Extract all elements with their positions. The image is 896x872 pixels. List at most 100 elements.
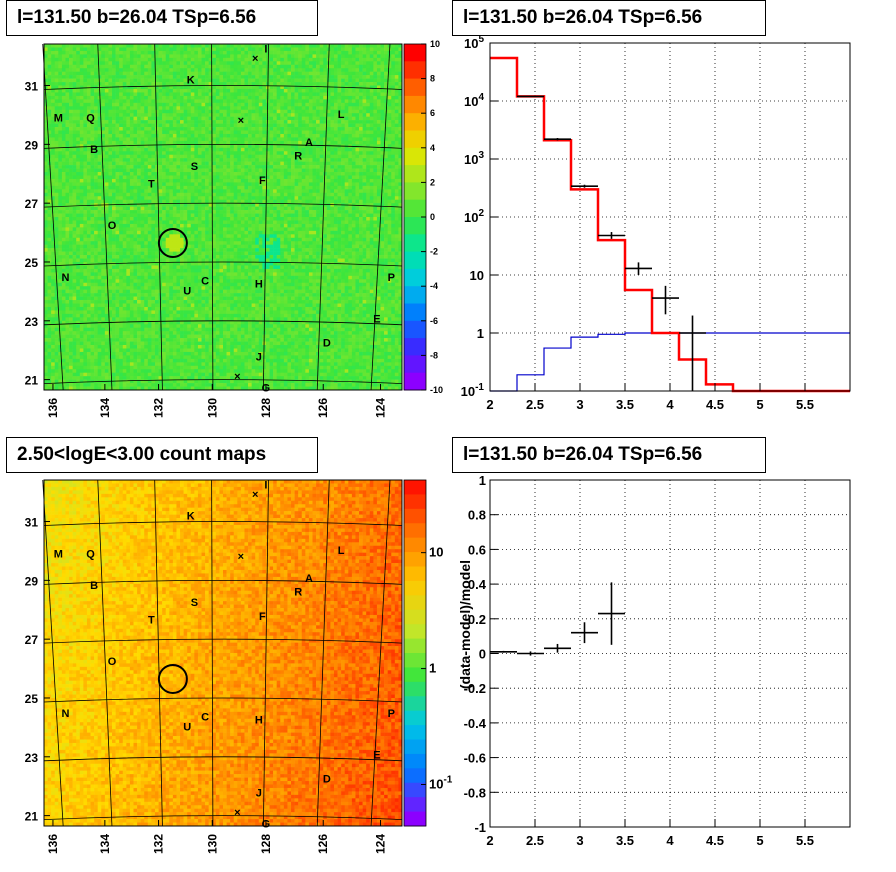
y-tick-label: 31	[25, 80, 39, 94]
map-panel-0	[43, 44, 426, 391]
x-tick-label: 124	[374, 398, 388, 418]
source-label-S: S	[191, 161, 198, 173]
data-point	[625, 262, 652, 275]
y-tick-label: 23	[25, 751, 39, 765]
y-tick-label: 1	[477, 326, 484, 341]
cross-marker: ×	[238, 551, 244, 563]
y-tick-label: 27	[25, 197, 39, 211]
map-pixels	[44, 44, 402, 390]
colorbar-tick-label: 10	[430, 39, 440, 49]
source-label-M: M	[54, 113, 63, 125]
colorbar-tick-label: -4	[430, 281, 438, 291]
x-tick-label: 3	[576, 397, 583, 412]
bottom-left-title: 2.50<logE<3.00 count maps	[6, 437, 318, 473]
y-tick-label: 25	[25, 692, 39, 706]
x-tick-label: 4	[666, 833, 674, 848]
y-tick-label: 102	[464, 208, 484, 225]
source-label-M: M	[54, 549, 63, 561]
x-tick-label: 5	[756, 833, 763, 848]
map-pixels	[44, 480, 402, 826]
colorbar-tick-label: -2	[430, 247, 438, 257]
y-tick-label: 1	[479, 473, 486, 488]
cross-marker: ×	[234, 807, 240, 819]
source-label-C: C	[201, 275, 209, 287]
top-right-title: l=131.50 b=26.04 TSp=6.56	[452, 0, 766, 36]
source-label-R: R	[294, 151, 302, 163]
colorbar-tick-label: 10-1	[429, 774, 453, 791]
source-label-D: D	[323, 774, 331, 786]
source-label-Q: Q	[86, 549, 95, 561]
source-label-K: K	[187, 75, 195, 87]
x-tick-label: 130	[205, 834, 219, 854]
y-tick-label: 104	[464, 92, 484, 109]
x-tick-label: 136	[46, 834, 60, 854]
y-tick-label: -0.8	[464, 785, 486, 800]
source-label-G: G	[262, 819, 271, 831]
y-tick-label: 10	[470, 268, 484, 283]
source-label-C: C	[201, 711, 209, 723]
map-panel-2	[43, 480, 426, 827]
source-label-F: F	[259, 611, 266, 623]
source-label-I: I	[264, 43, 267, 55]
x-tick-label: 136	[46, 398, 60, 418]
source-label-P: P	[388, 272, 395, 284]
cross-marker: ×	[234, 371, 240, 383]
cross-marker: ×	[238, 115, 244, 127]
source-label-G: G	[262, 383, 271, 395]
source-label-O: O	[108, 656, 117, 668]
y-tick-label: 105	[464, 34, 484, 51]
x-tick-label: 2	[486, 397, 493, 412]
source-label-B: B	[90, 580, 98, 592]
source-label-U: U	[183, 722, 191, 734]
data-point	[598, 582, 625, 644]
data-point	[517, 651, 544, 655]
y-tick-label: 0.8	[468, 508, 486, 523]
x-tick-label: 2.5	[526, 833, 544, 848]
x-tick-label: 134	[98, 834, 112, 854]
x-tick-label: 4.5	[706, 397, 724, 412]
y-tick-label: -0.6	[464, 751, 486, 766]
x-tick-label: 2	[486, 833, 493, 848]
y-axis-label: (data-model)/model	[457, 560, 473, 689]
y-tick-label: 21	[25, 374, 39, 388]
x-tick-label: 5.5	[796, 833, 814, 848]
source-label-I: I	[264, 479, 267, 491]
source-label-S: S	[191, 597, 198, 609]
data-point	[571, 185, 598, 188]
x-tick-label: 130	[205, 398, 219, 418]
source-label-R: R	[294, 587, 302, 599]
source-label-T: T	[148, 614, 155, 626]
x-tick-label: 2.5	[526, 397, 544, 412]
source-label-E: E	[373, 313, 380, 325]
y-tick-label: 31	[25, 516, 39, 530]
colorbar	[404, 480, 426, 827]
source-label-L: L	[338, 109, 345, 121]
x-tick-label: 4.5	[706, 833, 724, 848]
y-tick-label: 23	[25, 315, 39, 329]
source-label-J: J	[256, 787, 262, 799]
data-point	[652, 286, 679, 314]
x-tick-label: 132	[152, 398, 166, 418]
data-point	[679, 316, 706, 391]
data-point	[598, 232, 625, 239]
colorbar-tick-label: 6	[430, 108, 435, 118]
source-label-H: H	[255, 715, 263, 727]
bottom-right-title: l=131.50 b=26.04 TSp=6.56	[452, 437, 766, 473]
colorbar-tick-label: -10	[430, 385, 443, 395]
data-point	[571, 622, 598, 643]
y-tick-label: 10-1	[461, 382, 485, 399]
data-point	[517, 96, 544, 97]
x-tick-label: 4	[666, 397, 674, 412]
colorbar-tick-label: 0	[430, 212, 435, 222]
y-tick-label: -0.4	[464, 716, 487, 731]
x-tick-label: 132	[152, 834, 166, 854]
x-tick-label: 128	[259, 834, 273, 854]
x-tick-label: 5	[756, 397, 763, 412]
y-tick-label: 29	[25, 138, 39, 152]
x-tick-label: 126	[316, 834, 330, 854]
colorbar-tick-label: 10	[429, 545, 443, 560]
x-tick-label: 124	[374, 834, 388, 854]
source-label-A: A	[305, 573, 313, 585]
colorbar-tick-label: 2	[430, 177, 435, 187]
